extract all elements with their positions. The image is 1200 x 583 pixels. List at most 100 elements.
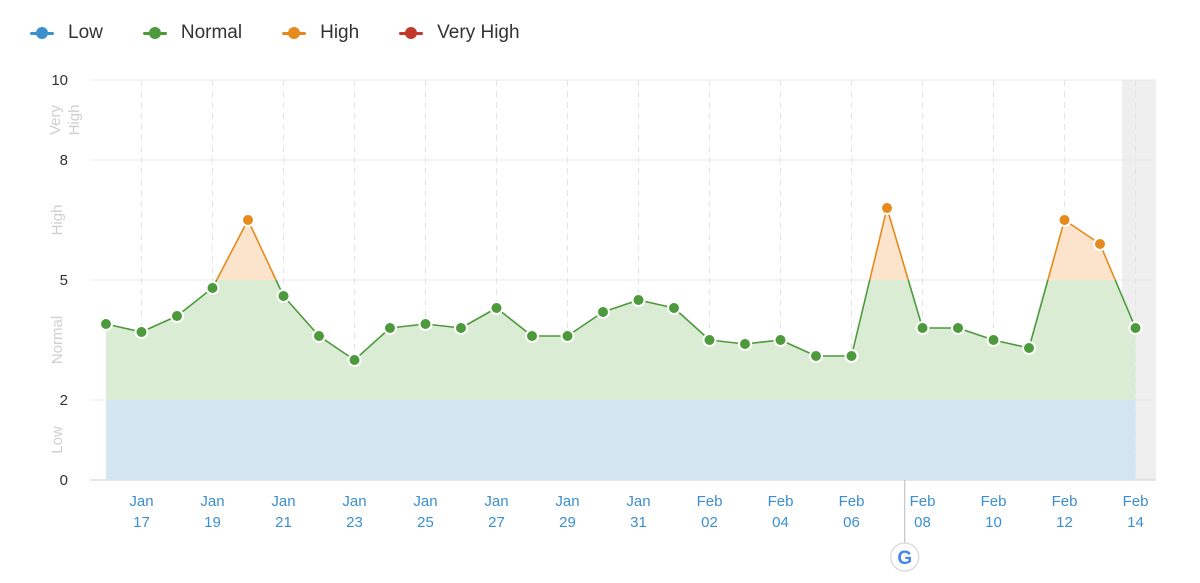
- zone-label-normal: Normal: [49, 316, 66, 364]
- data-point[interactable]: [702, 333, 717, 347]
- series-line-segment: [868, 207, 888, 281]
- zone-label-very_high_2: High: [66, 105, 83, 136]
- data-point[interactable]: [915, 321, 930, 335]
- x-tick-month: Feb: [768, 493, 794, 510]
- x-tick-month: Feb: [697, 493, 723, 510]
- series-line-segment: [567, 311, 604, 337]
- legend-label: High: [320, 22, 360, 43]
- data-point[interactable]: [241, 213, 255, 227]
- data-point[interactable]: [205, 281, 220, 295]
- google-icon[interactable]: G: [890, 542, 920, 572]
- y-tick-label: 0: [60, 472, 68, 489]
- x-tick-day: 27: [488, 514, 505, 531]
- x-tick-day: 10: [985, 514, 1002, 531]
- series-line-segment: [215, 219, 249, 281]
- data-point[interactable]: [560, 329, 575, 343]
- chart-legend: Low Normal High Very High: [30, 22, 520, 44]
- series-line-segment: [282, 295, 320, 337]
- high-zone-area: [106, 208, 1136, 280]
- legend-item-high[interactable]: High: [282, 22, 359, 44]
- series-line-segment: [850, 279, 871, 357]
- zone-label-very_high_1: Very: [47, 104, 64, 135]
- zone-label-high: High: [49, 205, 66, 236]
- data-point[interactable]: [99, 317, 113, 331]
- data-point[interactable]: [134, 325, 149, 339]
- series-line-segment: [1028, 279, 1049, 349]
- legend-label: Very High: [437, 22, 520, 43]
- data-point[interactable]: [596, 305, 610, 319]
- series-line-segment: [353, 327, 391, 361]
- data-point[interactable]: [738, 337, 752, 351]
- data-point[interactable]: [312, 329, 326, 343]
- data-point[interactable]: [1093, 237, 1107, 251]
- x-tick-day: 25: [417, 514, 434, 531]
- x-tick-day: 12: [1056, 514, 1073, 531]
- data-point[interactable]: [1057, 213, 1072, 227]
- legend-item-very-high[interactable]: Very High: [399, 22, 520, 44]
- x-tick-day: 04: [772, 514, 789, 531]
- series-line-segment: [886, 207, 910, 281]
- data-point[interactable]: [489, 301, 504, 315]
- x-tick-month: Jan: [413, 493, 437, 510]
- series-line-segment: [907, 279, 924, 329]
- data-point[interactable]: [773, 333, 788, 347]
- data-point[interactable]: [454, 321, 468, 335]
- data-point[interactable]: [1128, 321, 1143, 335]
- low-zone-area: [106, 400, 1136, 480]
- x-tick-month: Jan: [271, 493, 295, 510]
- x-tick-month: Jan: [129, 493, 153, 510]
- data-point[interactable]: [1022, 341, 1036, 355]
- x-tick-month: Jan: [555, 493, 579, 510]
- data-point[interactable]: [667, 301, 681, 315]
- y-tick-label: 5: [60, 272, 68, 289]
- y-tick-label: 10: [51, 72, 68, 89]
- series-line-segment: [318, 335, 355, 361]
- series-line-segment: [496, 307, 533, 337]
- x-tick-day: 31: [630, 514, 647, 531]
- data-point[interactable]: [631, 293, 646, 307]
- data-point[interactable]: [347, 353, 362, 367]
- data-point[interactable]: [170, 309, 184, 323]
- legend-swatch-icon: [282, 27, 307, 39]
- zone-label-low: Low: [49, 426, 66, 454]
- x-tick-day: 29: [559, 514, 576, 531]
- legend-swatch-icon: [142, 27, 167, 39]
- google-icon-bg: [890, 542, 920, 572]
- series-line-segment: [1047, 219, 1066, 281]
- x-tick-month: Jan: [484, 493, 508, 510]
- data-point[interactable]: [383, 321, 397, 335]
- x-tick-month: Jan: [200, 493, 224, 510]
- x-tick-day: 06: [843, 514, 860, 531]
- legend-item-low[interactable]: Low: [30, 22, 103, 44]
- x-tick-day: 21: [275, 514, 292, 531]
- series-line-segment: [176, 287, 213, 317]
- x-tick-month: Feb: [910, 493, 936, 510]
- x-tick-day: 14: [1127, 514, 1144, 531]
- x-tick-month: Jan: [342, 493, 366, 510]
- data-point[interactable]: [844, 349, 859, 363]
- x-tick-month: Feb: [1052, 493, 1078, 510]
- data-point[interactable]: [880, 201, 894, 215]
- series-line-segment: [673, 307, 711, 341]
- data-point[interactable]: [525, 329, 539, 343]
- x-tick-day: 17: [133, 514, 150, 531]
- data-point[interactable]: [951, 321, 965, 335]
- x-tick-month: Jan: [626, 493, 650, 510]
- x-tick-month: Feb: [839, 493, 865, 510]
- legend-swatch-icon: [399, 27, 424, 39]
- data-point[interactable]: [986, 333, 1001, 347]
- x-tick-day: 19: [204, 514, 221, 531]
- data-point[interactable]: [418, 317, 433, 331]
- data-point[interactable]: [809, 349, 823, 363]
- x-tick-day: 23: [346, 514, 363, 531]
- x-tick-day: 02: [701, 514, 718, 531]
- legend-item-normal[interactable]: Normal: [142, 22, 242, 44]
- x-tick-month: Feb: [1123, 493, 1149, 510]
- series-line-segment: [1114, 279, 1137, 329]
- legend-label: Low: [68, 22, 103, 43]
- data-point[interactable]: [276, 289, 291, 303]
- series-line-segment: [1064, 219, 1101, 245]
- normal-zone-area: [106, 280, 1136, 400]
